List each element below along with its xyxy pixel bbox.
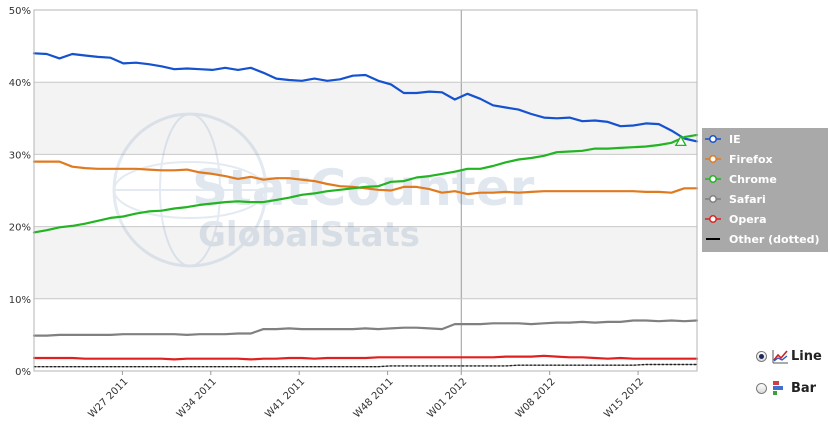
legend-label: IE — [729, 133, 741, 146]
legend-label: Opera — [729, 213, 767, 226]
legend-item-firefox[interactable]: Firefox — [705, 153, 773, 166]
bar-view-option[interactable]: Bar — [756, 378, 830, 398]
legend-item-opera[interactable]: Opera — [705, 213, 767, 226]
bar-view-radio[interactable] — [756, 382, 767, 394]
plot-band — [34, 82, 697, 155]
y-tick-label: 0% — [15, 367, 31, 378]
line-chart-icon — [772, 350, 788, 364]
legend-swatch-marker — [709, 215, 717, 223]
plot-border — [33, 9, 698, 372]
x-tick-label: W48 2011 — [352, 376, 396, 420]
legend-swatch-marker — [709, 195, 717, 203]
series-line-other-dotted — [33, 363, 698, 368]
y-tick-label: 40% — [9, 78, 31, 89]
legend-item-safari[interactable]: Safari — [705, 193, 766, 206]
crossover-marker — [674, 135, 687, 147]
bar-view-label: Bar — [791, 380, 817, 396]
series-line-safari — [32, 319, 699, 337]
plot-band — [34, 10, 697, 83]
legend-item-ie[interactable]: IE — [705, 133, 741, 146]
legend-swatch-marker — [709, 155, 717, 163]
x-tick-label: W41 2011 — [263, 376, 307, 420]
legend-item-other-dotted[interactable]: Other (dotted) — [706, 233, 820, 246]
plot-band — [34, 226, 697, 299]
legend-item-chrome[interactable]: Chrome — [705, 173, 777, 186]
watermark-line2: GlobalStats — [198, 215, 420, 255]
y-tick-label: 30% — [9, 150, 31, 161]
legend-swatch-marker — [709, 135, 717, 143]
legend-label: Safari — [729, 193, 766, 206]
y-tick-label: 20% — [9, 223, 31, 234]
series-line-chrome — [32, 133, 699, 234]
series-line-firefox — [32, 160, 699, 196]
y-tick-label: 50% — [9, 6, 31, 17]
legend-label: Chrome — [729, 173, 777, 186]
x-tick-label: W01 2012 — [425, 376, 469, 420]
line-view-label: Line — [791, 348, 822, 364]
legend-background — [702, 128, 828, 252]
x-tick-label: W08 2012 — [514, 376, 558, 420]
bar-chart-icon — [773, 381, 783, 395]
legend-label: Other (dotted) — [729, 233, 820, 246]
legend: IE Firefox Chrome Safari Opera Other (dotted) — [702, 128, 828, 252]
series-line-opera — [32, 354, 699, 361]
line-view-radio[interactable] — [756, 350, 767, 362]
series-line-ie — [32, 52, 699, 143]
x-tick-label: W15 2012 — [602, 376, 646, 420]
legend-label: Firefox — [729, 153, 773, 166]
legend-swatch-marker — [709, 175, 717, 183]
y-tick-label: 10% — [9, 295, 31, 306]
line-view-option[interactable]: Line — [756, 346, 830, 366]
x-tick-label: W34 2011 — [175, 376, 219, 420]
chart-view-toggle: Line Bar — [756, 346, 830, 410]
x-tick-label: W27 2011 — [87, 376, 131, 420]
